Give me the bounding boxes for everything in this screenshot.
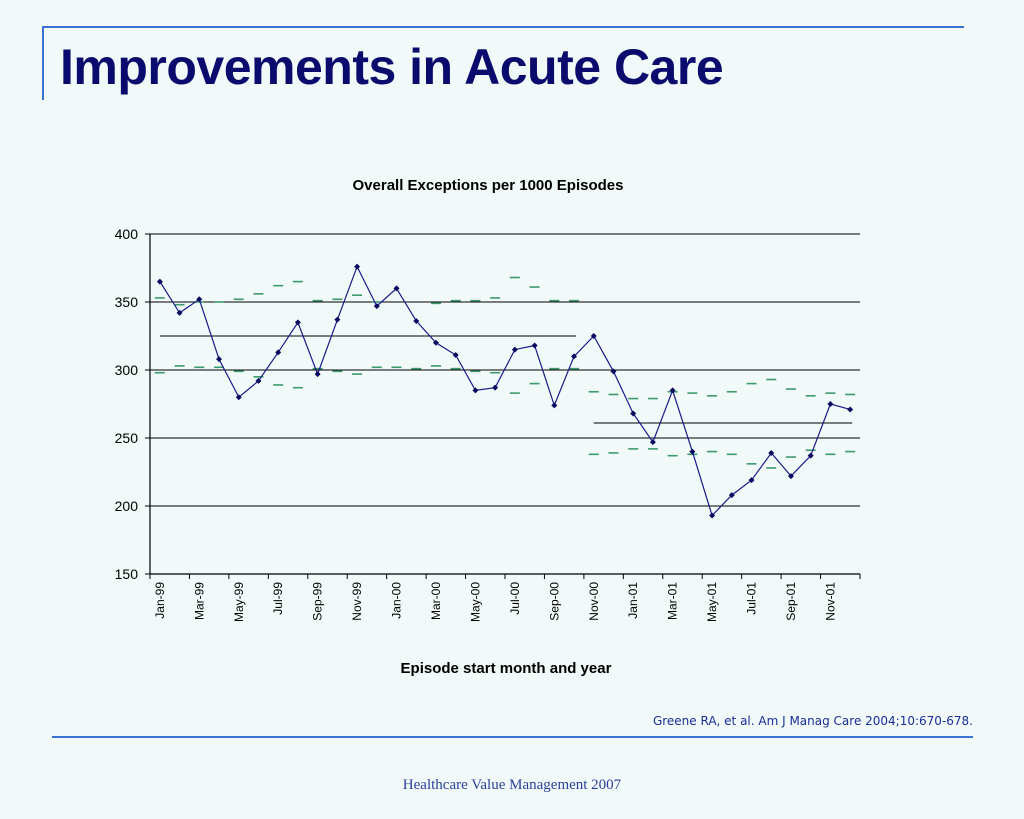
x-tick-label: Sep-99 xyxy=(311,582,325,621)
x-tick-label: Mar-99 xyxy=(192,582,206,620)
data-point xyxy=(807,452,814,459)
x-tick-label: Nov-01 xyxy=(823,582,837,621)
data-point xyxy=(571,353,578,360)
control-limits xyxy=(154,276,856,469)
x-tick-label: Jul-01 xyxy=(745,582,759,615)
x-tick-label: Mar-01 xyxy=(666,582,680,620)
data-point xyxy=(649,439,656,446)
data-point xyxy=(787,473,794,480)
x-tick-label: May-99 xyxy=(232,582,246,622)
chart-title: Overall Exceptions per 1000 Episodes xyxy=(353,177,624,194)
data-point xyxy=(728,492,735,499)
x-tick-label: Mar-00 xyxy=(429,582,443,620)
y-tick-label: 300 xyxy=(115,362,139,378)
x-tick-label: Jan-00 xyxy=(390,582,404,619)
footer-rule xyxy=(52,736,973,738)
y-tick-label: 350 xyxy=(115,294,139,310)
slide-title: Improvements in Acute Care xyxy=(60,39,724,95)
y-tick-label: 150 xyxy=(115,566,139,582)
data-point xyxy=(709,512,716,519)
data-point xyxy=(492,384,499,391)
data-point xyxy=(472,387,479,394)
x-tick-label: Jan-99 xyxy=(153,582,167,619)
data-point xyxy=(294,319,301,326)
x-tick-label: Nov-00 xyxy=(587,582,601,621)
data-point xyxy=(235,394,242,401)
data-point xyxy=(334,316,341,323)
data-point xyxy=(689,448,696,455)
data-point xyxy=(196,296,203,303)
data-point xyxy=(630,410,637,417)
x-tick-label: Sep-00 xyxy=(547,582,561,621)
data-point xyxy=(551,402,558,409)
data-point xyxy=(354,263,361,270)
data-point xyxy=(176,309,183,316)
title-side-rule xyxy=(42,26,44,100)
data-point xyxy=(511,346,518,353)
x-tick-label: Jan-01 xyxy=(626,582,640,619)
x-tick-label: Sep-01 xyxy=(784,582,798,621)
x-tick-label: May-01 xyxy=(705,582,719,622)
control-chart: Overall Exceptions per 1000 Episodes 150… xyxy=(115,177,861,677)
data-point xyxy=(275,349,282,356)
exceptions-line xyxy=(159,265,851,517)
x-tick-label: May-00 xyxy=(468,582,482,622)
y-tick-label: 400 xyxy=(115,226,139,242)
exceptions-series xyxy=(156,263,854,519)
x-tick-label: Jul-00 xyxy=(508,582,522,615)
data-point xyxy=(216,356,223,363)
data-point xyxy=(768,449,775,456)
data-point xyxy=(432,339,439,346)
data-point xyxy=(590,333,597,339)
data-point xyxy=(610,368,617,375)
data-point xyxy=(452,352,459,359)
y-tick-label: 200 xyxy=(115,498,139,514)
title-top-rule xyxy=(42,26,964,28)
gridlines xyxy=(150,233,860,507)
data-point xyxy=(255,377,262,384)
data-point xyxy=(827,401,834,407)
axes: 150 200 250 300 350 400 Jan-99 Mar-99 May-99 Jul-… xyxy=(115,226,861,622)
data-point xyxy=(314,371,321,378)
x-tick-label: Jul-99 xyxy=(271,582,285,615)
y-tick-label: 250 xyxy=(115,430,139,446)
data-point xyxy=(531,342,538,349)
data-point xyxy=(669,387,676,394)
x-tick-label: Nov-99 xyxy=(350,582,364,621)
footer-text: Healthcare Value Management 2007 xyxy=(402,777,622,793)
center-lines xyxy=(159,335,853,424)
data-point xyxy=(847,406,854,413)
data-point xyxy=(393,285,400,292)
data-point xyxy=(373,303,380,310)
data-point xyxy=(156,278,163,285)
data-point xyxy=(413,318,420,325)
data-point xyxy=(748,477,755,484)
citation: Greene RA, et al. Am J Manag Care 2004;1… xyxy=(652,714,973,728)
x-axis-label: Episode start month and year xyxy=(401,660,612,677)
